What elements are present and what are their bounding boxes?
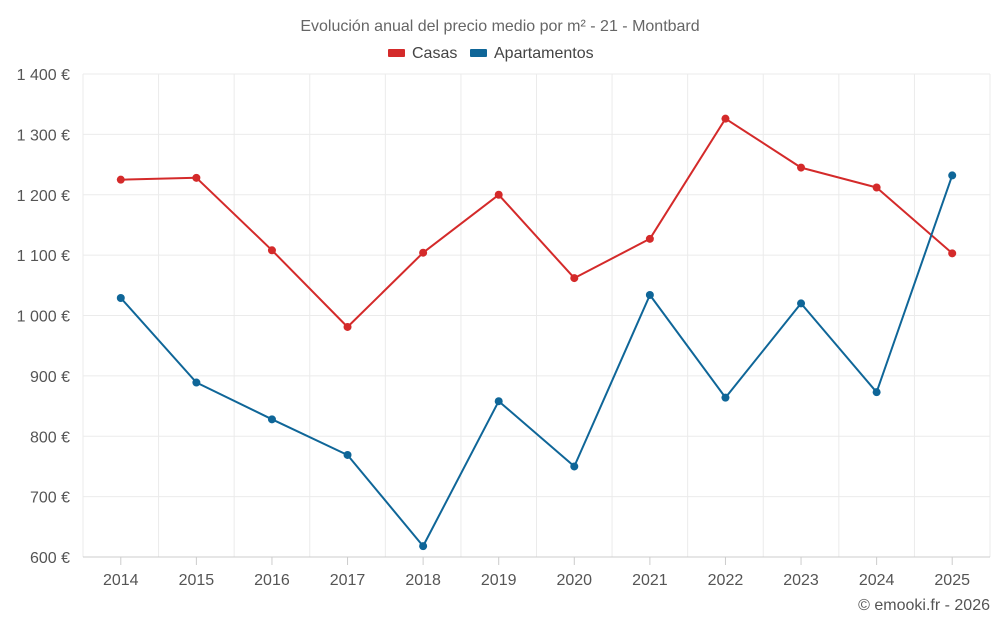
x-tick-label: 2017 xyxy=(330,572,366,589)
y-tick-label: 900 € xyxy=(30,369,70,386)
data-point-casas[interactable] xyxy=(645,234,654,243)
series-apartamentos xyxy=(116,171,957,551)
y-tick-label: 1 200 € xyxy=(17,188,70,205)
y-tick-label: 700 € xyxy=(30,490,70,507)
data-point-casas[interactable] xyxy=(192,173,201,182)
x-tick-label: 2014 xyxy=(103,572,139,589)
legend-swatch-casas xyxy=(388,49,405,57)
data-point-casas[interactable] xyxy=(494,190,503,199)
x-tick-label: 2021 xyxy=(632,572,668,589)
x-tick-label: 2015 xyxy=(179,572,215,589)
chart-credit: © emooki.fr - 2026 xyxy=(858,597,990,614)
data-point-casas[interactable] xyxy=(267,246,276,255)
legend-swatch-apartamentos xyxy=(470,49,487,57)
x-tick-label: 2016 xyxy=(254,572,290,589)
y-tick-label: 1 400 € xyxy=(17,67,70,84)
data-point-apartamentos[interactable] xyxy=(797,299,806,308)
legend-label-casas: Casas xyxy=(412,45,457,62)
x-tick-label: 2018 xyxy=(405,572,441,589)
y-tick-label: 1 000 € xyxy=(17,309,70,326)
data-point-casas[interactable] xyxy=(570,274,579,283)
data-point-apartamentos[interactable] xyxy=(267,415,276,424)
series-casas xyxy=(116,114,957,331)
legend-item-apartamentos[interactable]: Apartamentos xyxy=(470,45,594,62)
legend[interactable]: Casas Apartamentos xyxy=(388,45,594,62)
x-tick-label: 2025 xyxy=(934,572,970,589)
grid xyxy=(82,73,991,557)
series-lines xyxy=(116,114,957,551)
data-point-casas[interactable] xyxy=(948,249,957,258)
chart-title: Evolución anual del precio medio por m² … xyxy=(300,18,699,35)
y-tick-label: 1 100 € xyxy=(17,248,70,265)
data-point-apartamentos[interactable] xyxy=(116,293,125,302)
data-point-casas[interactable] xyxy=(116,175,125,184)
data-point-apartamentos[interactable] xyxy=(872,388,881,397)
data-point-apartamentos[interactable] xyxy=(192,378,201,387)
x-tick-label: 2019 xyxy=(481,572,517,589)
legend-item-casas[interactable]: Casas xyxy=(388,45,457,62)
data-point-apartamentos[interactable] xyxy=(343,450,352,459)
axes: 600 € 700 € 800 € 900 € 1 000 € 1 100 € 1 200 … xyxy=(17,67,990,589)
data-point-casas[interactable] xyxy=(797,163,806,172)
series-line-apartamentos xyxy=(119,174,954,548)
data-point-casas[interactable] xyxy=(721,114,730,123)
data-point-apartamentos[interactable] xyxy=(645,290,654,299)
x-tick-label: 2020 xyxy=(556,572,592,589)
data-point-apartamentos[interactable] xyxy=(721,393,730,402)
data-point-casas[interactable] xyxy=(343,322,352,331)
legend-label-apartamentos: Apartamentos xyxy=(494,45,594,62)
x-tick-label: 2023 xyxy=(783,572,819,589)
series-line-casas xyxy=(119,117,954,328)
y-tick-label: 600 € xyxy=(30,550,70,567)
data-point-apartamentos[interactable] xyxy=(948,171,957,180)
data-point-apartamentos[interactable] xyxy=(494,397,503,406)
y-tick-label: 1 300 € xyxy=(17,127,70,144)
data-point-apartamentos[interactable] xyxy=(570,462,579,471)
x-tick-label: 2022 xyxy=(708,572,744,589)
data-point-apartamentos[interactable] xyxy=(419,542,428,551)
y-tick-label: 800 € xyxy=(30,429,70,446)
data-point-casas[interactable] xyxy=(872,183,881,192)
x-tick-label: 2024 xyxy=(859,572,895,589)
data-point-casas[interactable] xyxy=(419,248,428,257)
